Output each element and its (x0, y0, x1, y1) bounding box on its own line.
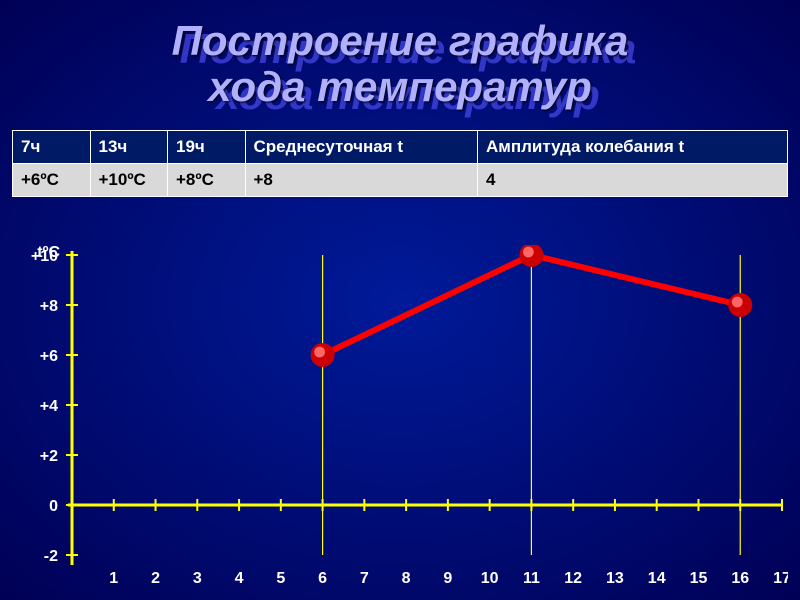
x-tick-label: 2 (151, 570, 160, 587)
x-tick-label: 11 (523, 570, 540, 587)
table-header-row: 7ч13ч19чСреднесуточная tАмплитуда колеба… (13, 131, 788, 164)
y-tick-label: +8 (40, 298, 58, 315)
data-point-highlight (523, 247, 534, 258)
y-tick-label: -2 (44, 548, 58, 565)
title-line2: хода температур (208, 63, 592, 110)
y-tick-label: +2 (40, 448, 58, 465)
table-body: +6ºС+10ºС+8ºС+84 (13, 164, 788, 197)
x-tick-label: 16 (731, 570, 749, 587)
chart-svg: tºС-20+2+4+6+8+1012345678910111213141516… (12, 245, 788, 590)
x-tick-label: 1 (109, 570, 118, 587)
slide-title: Построение графика хода температур Постр… (0, 0, 800, 110)
table-cell: +8ºС (168, 164, 246, 197)
table-header-cell: Среднесуточная t (245, 131, 478, 164)
data-table-wrap: 7ч13ч19чСреднесуточная tАмплитуда колеба… (12, 130, 788, 197)
x-tick-label: 14 (648, 570, 666, 587)
table-cell: 4 (478, 164, 788, 197)
data-point-highlight (314, 347, 325, 358)
x-tick-label: 7 (360, 570, 369, 587)
table-header-cell: 7ч (13, 131, 91, 164)
table-row: +6ºС+10ºС+8ºС+84 (13, 164, 788, 197)
temperature-chart: tºС-20+2+4+6+8+1012345678910111213141516… (12, 245, 788, 590)
x-tick-label: 8 (402, 570, 411, 587)
x-tick-label: 12 (564, 570, 582, 587)
y-tick-label: +10 (31, 248, 58, 265)
x-tick-label: 4 (235, 570, 244, 587)
x-tick-label: 10 (481, 570, 499, 587)
table-cell: +10ºС (90, 164, 168, 197)
table-cell: +8 (245, 164, 478, 197)
table-header-cell: 13ч (90, 131, 168, 164)
table-header-cell: 19ч (168, 131, 246, 164)
x-tick-label: 5 (276, 570, 285, 587)
data-table: 7ч13ч19чСреднесуточная tАмплитуда колеба… (12, 130, 788, 197)
data-point-highlight (732, 297, 743, 308)
table-cell: +6ºС (13, 164, 91, 197)
title-main: Построение графика хода температур (0, 18, 800, 110)
title-line1: Построение графика (172, 17, 629, 64)
x-tick-label: 9 (443, 570, 452, 587)
x-tick-label: 17 (773, 570, 788, 587)
x-tick-label: 15 (690, 570, 708, 587)
x-tick-label: 6 (318, 570, 327, 587)
table-header-cell: Амплитуда колебания t (478, 131, 788, 164)
y-tick-label: +4 (40, 398, 58, 415)
y-tick-label: +6 (40, 348, 58, 365)
x-tick-label: 13 (606, 570, 624, 587)
x-tick-label: 3 (193, 570, 202, 587)
y-tick-label: 0 (49, 498, 58, 515)
